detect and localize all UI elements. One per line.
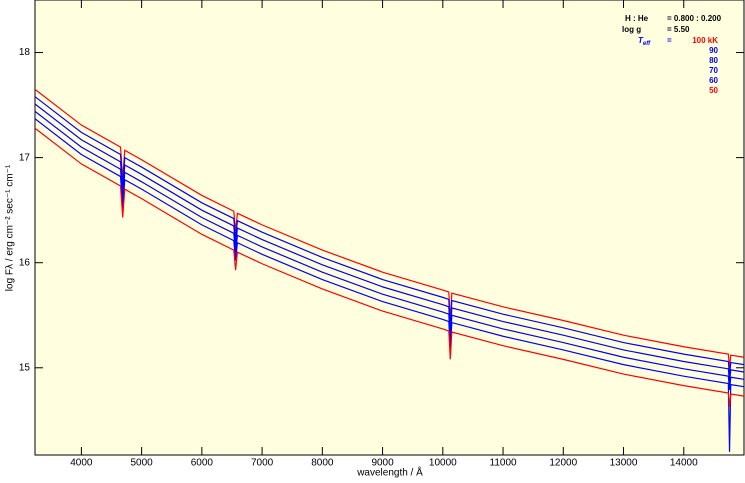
y-axis-label: log Fλ / erg cm⁻² sec⁻¹ cm⁻¹	[5, 164, 16, 291]
x-tick-label: 10000	[429, 458, 457, 469]
x-tick-label: 6000	[191, 458, 214, 469]
x-tick-label: 4000	[70, 458, 93, 469]
legend-logg-label: log g	[622, 25, 641, 34]
legend-entry: 70	[709, 66, 718, 75]
legend-entry: 80	[709, 56, 718, 65]
legend-composition-value: = 0.800 : 0.200	[667, 14, 722, 23]
legend-entry: 50	[709, 86, 718, 95]
x-tick-label: 11000	[490, 458, 518, 469]
x-tick-label: 5000	[130, 458, 153, 469]
spectrum-line	[35, 103, 744, 383]
x-tick-label: 9000	[371, 458, 394, 469]
legend-composition-label: H : He	[625, 14, 649, 23]
x-axis-label: wavelength / Å	[356, 466, 423, 479]
x-tick-label: 7000	[251, 458, 274, 469]
x-tick-label: 14000	[670, 458, 698, 469]
legend-logg-value: = 5.50	[667, 25, 690, 34]
spectrum-line	[35, 127, 744, 407]
x-tick-label: 13000	[610, 458, 638, 469]
legend: H : He = 0.800 : 0.200 log g = 5.50 Teff…	[622, 14, 722, 46]
spectrum-line	[35, 110, 744, 390]
spectrum-line	[35, 88, 744, 368]
x-tick-label: 8000	[311, 458, 334, 469]
plot-area	[34, 0, 745, 456]
legend-teff-eq: =	[667, 36, 672, 45]
x-tick-label: 12000	[549, 458, 577, 469]
y-tick-label: 17	[19, 152, 31, 163]
teff-sub: eff	[643, 41, 651, 47]
legend-entry: 60	[709, 76, 718, 85]
y-tick-label: 18	[19, 47, 31, 58]
spectrum-line	[35, 96, 744, 376]
legend-entry: 100 kK	[692, 36, 718, 45]
spectrum-line	[35, 118, 744, 452]
y-tick-label: 15	[19, 362, 31, 373]
y-tick-label: 16	[19, 257, 31, 268]
legend-teff-label: Teff	[638, 36, 651, 46]
legend-entry: 90	[709, 46, 718, 55]
teff-main: T	[638, 36, 644, 45]
